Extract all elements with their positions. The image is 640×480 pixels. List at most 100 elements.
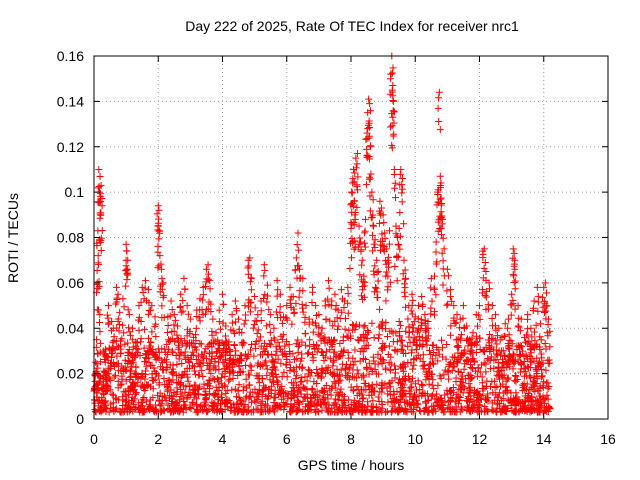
data-point (322, 316, 330, 324)
data-point (398, 185, 406, 193)
x-tick-label: 6 (283, 431, 291, 447)
data-point (308, 351, 316, 359)
data-point (382, 364, 390, 372)
data-point (96, 328, 104, 336)
data-point (365, 359, 373, 367)
data-point (511, 305, 519, 313)
data-point (368, 385, 376, 393)
data-point (407, 378, 415, 386)
data-point (176, 350, 184, 358)
data-point (390, 170, 398, 178)
data-point (313, 407, 321, 415)
data-point (109, 399, 117, 407)
data-point (381, 380, 389, 388)
data-point (360, 373, 368, 381)
data-point (341, 365, 349, 373)
data-point (91, 407, 99, 415)
data-point (307, 394, 315, 402)
data-point (344, 334, 352, 342)
data-point (246, 381, 254, 389)
data-point (102, 397, 110, 405)
data-point (515, 407, 523, 415)
data-point (112, 300, 120, 308)
data-point (209, 315, 217, 323)
data-point (215, 396, 223, 404)
data-point (404, 359, 412, 367)
data-point (177, 392, 185, 400)
data-point (256, 333, 264, 341)
data-point (137, 298, 145, 306)
data-point (472, 348, 480, 356)
data-point (158, 302, 166, 310)
data-point (425, 408, 433, 416)
data-point (253, 390, 261, 398)
data-point (453, 311, 461, 319)
data-point (386, 379, 394, 387)
data-point (428, 402, 436, 410)
data-point (131, 353, 139, 361)
data-point (359, 286, 367, 294)
data-point (402, 303, 410, 311)
data-point (257, 307, 265, 315)
data-point (408, 398, 416, 406)
data-point (468, 334, 476, 342)
data-point (351, 169, 359, 177)
data-point (169, 349, 177, 357)
data-point (496, 367, 504, 375)
data-point (244, 351, 252, 359)
data-point (196, 317, 204, 325)
data-point (159, 293, 167, 301)
data-point (118, 393, 126, 401)
data-point (434, 104, 442, 112)
data-point (263, 365, 271, 373)
data-point (283, 355, 291, 363)
data-point (116, 308, 124, 316)
data-point (400, 256, 408, 264)
data-point (194, 390, 202, 398)
data-point (343, 332, 351, 340)
data-point (299, 397, 307, 405)
data-point (391, 262, 399, 270)
data-point (283, 390, 291, 398)
data-point (420, 361, 428, 369)
data-point (347, 224, 355, 232)
data-point (515, 323, 523, 331)
data-point (396, 245, 404, 253)
data-point (364, 326, 372, 334)
data-point (427, 370, 435, 378)
data-point (124, 256, 132, 264)
data-point (312, 302, 320, 310)
data-point (478, 379, 486, 387)
data-point (545, 382, 553, 390)
data-point (371, 365, 379, 373)
data-point (463, 396, 471, 404)
data-point (493, 383, 501, 391)
data-point (98, 194, 106, 202)
data-point (262, 357, 270, 365)
data-point (530, 328, 538, 336)
data-point (349, 387, 357, 395)
data-point (288, 320, 296, 328)
data-point (484, 390, 492, 398)
data-point (416, 355, 424, 363)
data-point (382, 297, 390, 305)
data-point (351, 346, 359, 354)
data-point (228, 319, 236, 327)
data-point (353, 366, 361, 374)
data-point (498, 406, 506, 414)
data-point (98, 226, 106, 234)
data-point (509, 300, 517, 308)
data-point (376, 197, 384, 205)
data-point (188, 339, 196, 347)
data-point (524, 325, 532, 333)
data-point (430, 308, 438, 316)
data-point (125, 406, 133, 414)
data-point (350, 374, 358, 382)
data-point (336, 339, 344, 347)
data-point (326, 355, 334, 363)
data-point (473, 322, 481, 330)
data-point (541, 279, 549, 287)
data-point (514, 356, 522, 364)
data-point (511, 285, 519, 293)
data-point (541, 297, 549, 305)
